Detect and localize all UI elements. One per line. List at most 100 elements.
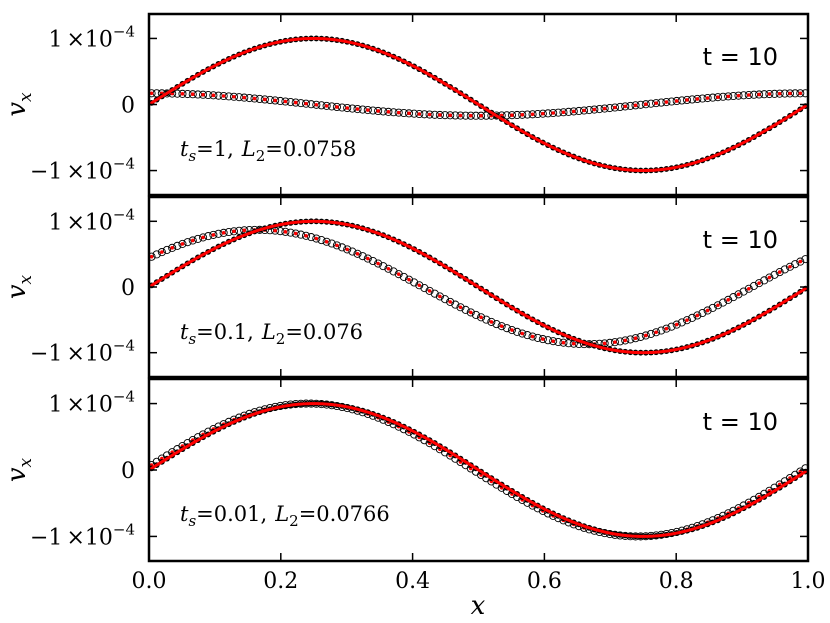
numerical-red-marker <box>479 113 483 118</box>
numerical-point <box>682 95 692 104</box>
numerical-red-marker <box>499 324 504 328</box>
annotation: ts=1, L2=0.0758 <box>180 137 356 165</box>
y-axis-label: vx <box>2 92 36 117</box>
numerical-red-marker <box>489 320 494 324</box>
numerical-point <box>698 308 707 318</box>
numerical-point <box>384 264 393 273</box>
numerical-point <box>528 110 537 119</box>
numerical-point <box>631 334 640 343</box>
numerical-point <box>549 108 558 118</box>
numerical-point <box>471 310 480 319</box>
numerical-point <box>466 308 475 317</box>
numerical-red-marker <box>674 99 679 103</box>
numerical-red-marker <box>252 96 257 101</box>
numerical-red-marker <box>376 261 380 266</box>
numerical-red-marker <box>190 92 195 97</box>
numerical-point <box>149 252 156 261</box>
numerical-point <box>765 89 774 99</box>
numerical-red-marker <box>149 254 154 259</box>
numerical-red-marker <box>777 270 782 274</box>
numerical-red-marker <box>304 234 308 238</box>
numerical-red-marker <box>633 103 638 108</box>
numerical-point <box>652 328 661 337</box>
numerical-point <box>796 89 805 98</box>
numerical-point <box>209 91 218 100</box>
numerical-red-marker <box>736 292 741 297</box>
y-tick-label: 0 <box>121 276 135 301</box>
numerical-red-marker <box>695 313 700 318</box>
numerical-point <box>482 315 491 324</box>
x-tick-label: 0.0 <box>132 569 167 594</box>
numerical-point <box>229 227 238 236</box>
x-axis-label: x <box>471 591 486 621</box>
numerical-point <box>744 284 753 293</box>
numerical-red-marker <box>273 98 277 103</box>
numerical-red-marker <box>417 283 422 288</box>
numerical-red-marker <box>232 94 236 99</box>
numerical-point <box>183 238 192 247</box>
numerical-red-marker <box>263 97 267 102</box>
numerical-point <box>307 233 316 242</box>
numerical-point <box>688 313 697 322</box>
numerical-red-marker <box>551 111 555 115</box>
numerical-red-marker <box>705 308 710 313</box>
numerical-red-marker <box>324 104 329 108</box>
numerical-point <box>332 102 341 112</box>
y-tick-label: −1 ×10−4 <box>30 155 135 185</box>
plot-area <box>149 218 808 356</box>
numerical-red-marker <box>757 281 761 285</box>
numerical-point <box>317 236 326 245</box>
numerical-point <box>260 95 269 104</box>
numerical-red-marker <box>695 97 700 101</box>
numerical-point <box>343 103 352 113</box>
numerical-point <box>394 108 403 117</box>
numerical-point <box>368 256 378 266</box>
numerical-point <box>507 111 517 120</box>
numerical-red-marker <box>571 341 576 346</box>
numerical-red-marker <box>324 239 329 244</box>
numerical-point <box>600 104 609 113</box>
numerical-point <box>149 89 156 98</box>
analytic-line <box>149 219 808 355</box>
numerical-point <box>456 111 465 120</box>
numerical-red-marker <box>602 106 607 111</box>
numerical-red-marker <box>448 300 452 304</box>
y-tick-label: 1 ×10−4 <box>48 22 135 52</box>
numerical-point <box>559 338 568 347</box>
numerical-point <box>518 329 527 338</box>
numerical-point <box>755 90 764 99</box>
numerical-point <box>749 281 758 290</box>
numerical-point <box>693 311 702 320</box>
numerical-point <box>543 336 553 345</box>
numerical-point <box>199 90 208 99</box>
numerical-point <box>193 234 202 243</box>
numerical-red-marker <box>427 289 432 293</box>
numerical-point <box>538 335 547 344</box>
numerical-point <box>719 298 728 307</box>
numerical-red-marker <box>386 110 391 114</box>
numerical-point <box>178 89 187 98</box>
y-tick-label: 0 <box>121 94 135 119</box>
y-tick-label: −1 ×10−4 <box>30 337 135 367</box>
numerical-red-marker <box>685 98 689 102</box>
x-tick-label: 0.2 <box>263 569 298 594</box>
y-tick-label: 1 ×10−4 <box>48 388 135 418</box>
numerical-red-marker <box>613 340 617 344</box>
numerical-point <box>322 237 331 246</box>
numerical-point <box>358 252 367 261</box>
numerical-red-marker <box>221 94 226 98</box>
numerical-red-marker <box>541 111 545 116</box>
analytic-line <box>149 36 808 173</box>
numerical-red-marker <box>582 108 586 113</box>
numerical-red-marker <box>283 230 288 234</box>
numerical-red-marker <box>510 113 514 117</box>
numerical-red-marker <box>561 110 566 115</box>
numerical-point <box>677 318 686 327</box>
numerical-point <box>652 99 661 108</box>
y-tick-label: 1 ×10−4 <box>48 205 135 235</box>
numerical-point <box>446 297 455 306</box>
numerical-point <box>610 338 619 347</box>
numerical-point <box>646 329 656 338</box>
analytic-line <box>149 402 808 538</box>
time-label: t = 10 <box>703 408 778 436</box>
